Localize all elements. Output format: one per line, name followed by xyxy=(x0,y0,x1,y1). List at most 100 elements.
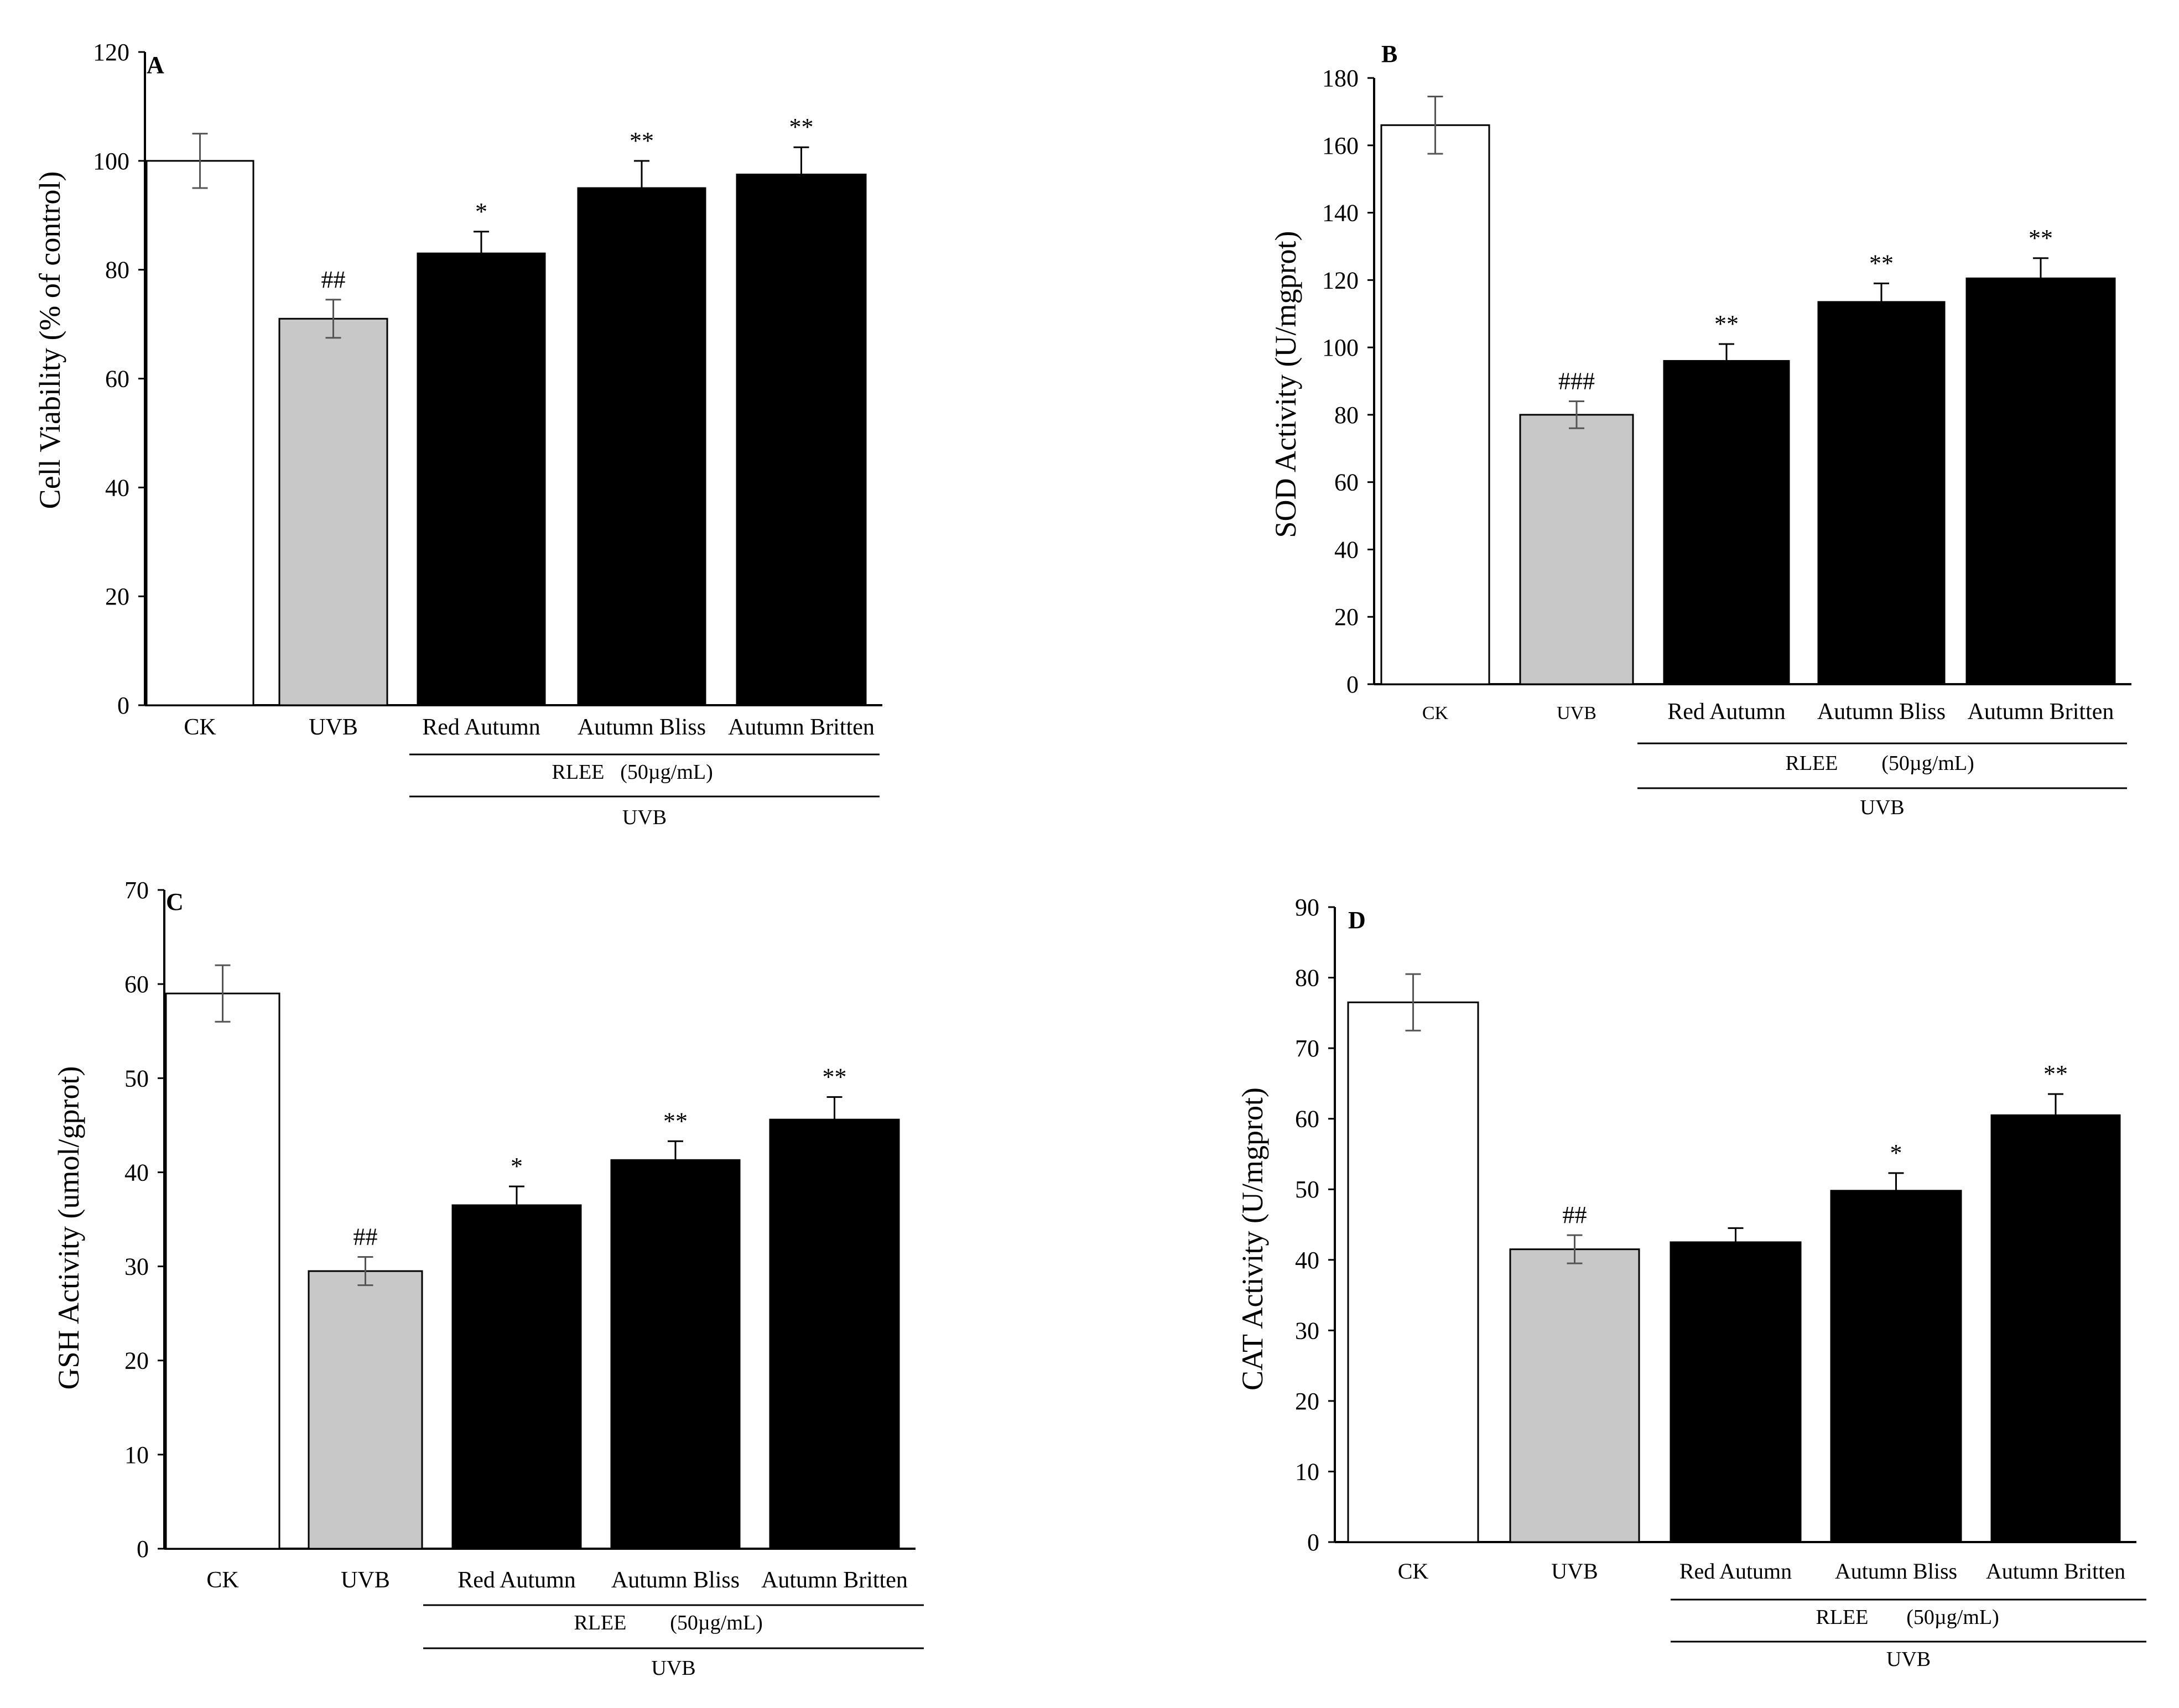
chart-panel-c: 0 10 20 30 40 50 60 70 CK ## UVB * Red Autumn ** Autum… xyxy=(52,877,924,1680)
y-tick-label: 120 xyxy=(93,39,129,66)
category-label: Autumn Britten xyxy=(728,715,875,740)
category-label: Autumn Britten xyxy=(761,1568,908,1593)
y-tick-label: 40 xyxy=(1334,536,1359,563)
group-label: RLEE xyxy=(1816,1606,1869,1629)
category-label: UVB xyxy=(1557,703,1596,723)
concentration-label: (50µg/mL) xyxy=(1906,1606,1999,1629)
significance-label: * xyxy=(511,1153,523,1180)
category-label: Autumn Britten xyxy=(1986,1559,2125,1584)
category-label: Autumn Bliss xyxy=(1835,1559,1957,1584)
y-tick-label: 140 xyxy=(1322,200,1359,227)
y-tick-label: 30 xyxy=(1295,1317,1319,1344)
panel-label: D xyxy=(1348,907,1366,934)
group-label: RLEE xyxy=(552,761,605,784)
bar-uvb xyxy=(308,1270,423,1550)
y-tick-label: 30 xyxy=(124,1253,149,1280)
bar-autumn-bliss xyxy=(1817,301,1946,685)
significance-label: ### xyxy=(1558,368,1595,395)
treatment-label: UVB xyxy=(1886,1648,1931,1671)
panel-label: A xyxy=(147,51,164,79)
category-label: UVB xyxy=(309,715,358,740)
significance-label: ## xyxy=(1563,1201,1587,1228)
y-axis-label: CAT Activity (U/mgprot) xyxy=(1236,1087,1269,1391)
y-tick-label: 20 xyxy=(1295,1388,1319,1415)
category-label: Autumn Bliss xyxy=(1817,699,1946,725)
y-tick-label: 40 xyxy=(124,1159,149,1186)
category-label: Autumn Britten xyxy=(1968,699,2114,725)
bar-uvb xyxy=(278,317,388,706)
category-label: UVB xyxy=(341,1568,390,1593)
y-axis-label: SOD Activity (U/mgprot) xyxy=(1269,231,1302,538)
treatment-label: UVB xyxy=(1860,796,1904,819)
y-tick-label: 10 xyxy=(1295,1458,1319,1485)
bar-autumn-britten xyxy=(769,1118,900,1550)
significance-label: ** xyxy=(789,113,814,140)
significance-label: ** xyxy=(1714,310,1739,337)
y-tick-label: 10 xyxy=(124,1441,149,1469)
y-tick-label: 20 xyxy=(1334,603,1359,631)
y-tick-label: 0 xyxy=(1346,671,1359,698)
y-tick-label: 180 xyxy=(1322,65,1359,92)
bar-red-autumn xyxy=(417,252,546,706)
concentration-label: (50µg/mL) xyxy=(620,761,713,784)
y-tick-label: 20 xyxy=(105,583,129,610)
y-axis-label: GSH Activity (umol/gprot) xyxy=(52,1066,85,1390)
concentration-label: (50µg/mL) xyxy=(670,1611,763,1634)
category-label: Red Autumn xyxy=(1679,1559,1792,1584)
category-label: CK xyxy=(1398,1559,1429,1584)
category-label: Autumn Bliss xyxy=(578,715,706,740)
bar-red-autumn xyxy=(1670,1241,1802,1543)
y-tick-label: 60 xyxy=(1334,469,1359,496)
category-label: CK xyxy=(1422,703,1449,723)
y-tick-label: 0 xyxy=(1307,1529,1319,1556)
y-tick-label: 80 xyxy=(1295,965,1319,992)
bar-autumn-britten xyxy=(736,173,867,706)
y-tick-label: 60 xyxy=(1295,1106,1319,1133)
bar-ck xyxy=(1347,1001,1479,1543)
bar-autumn-bliss xyxy=(610,1159,741,1550)
chart-panel-b: 0 20 40 60 80 100 120 140 160 180 CK ### UVB ** Red Au… xyxy=(1269,40,2131,819)
group-label: RLEE xyxy=(574,1611,627,1634)
significance-label: ** xyxy=(663,1107,688,1134)
category-label: Red Autumn xyxy=(1667,699,1786,725)
y-tick-label: 100 xyxy=(93,148,129,175)
panel-label: B xyxy=(1381,40,1397,67)
category-label: Red Autumn xyxy=(422,715,540,740)
y-tick-label: 90 xyxy=(1295,894,1319,921)
significance-label: ## xyxy=(321,266,346,293)
y-tick-label: 60 xyxy=(124,971,149,998)
chart-panel-d: 0 10 20 30 40 50 60 70 80 90 CK ## UVB Red Autumn * Aut… xyxy=(1236,894,2146,1671)
bar-autumn-britten xyxy=(1990,1114,2121,1543)
bar-ck xyxy=(1380,124,1490,685)
y-tick-label: 120 xyxy=(1322,267,1359,294)
significance-label: ** xyxy=(630,127,654,154)
y-tick-label: 70 xyxy=(1295,1035,1319,1062)
category-label: Autumn Bliss xyxy=(611,1568,740,1593)
bar-red-autumn xyxy=(451,1204,582,1550)
y-tick-label: 70 xyxy=(124,877,149,904)
bar-uvb xyxy=(1509,1248,1640,1543)
y-tick-label: 80 xyxy=(1334,402,1359,429)
y-axis-label: Cell Viability (% of control) xyxy=(33,171,66,509)
bar-autumn-britten xyxy=(1965,277,2116,685)
bar-autumn-bliss xyxy=(1830,1190,1962,1543)
significance-label: ** xyxy=(2043,1060,2068,1087)
y-tick-label: 40 xyxy=(105,474,129,501)
significance-label: ** xyxy=(1869,249,1894,277)
y-tick-label: 20 xyxy=(124,1347,149,1374)
bar-red-autumn xyxy=(1663,360,1790,685)
chart-panel-a: 0 20 40 60 80 100 120 CK ## UVB * Red Autumn ** Autum… xyxy=(33,39,882,829)
category-label: UVB xyxy=(1551,1559,1598,1584)
bar-ck xyxy=(165,992,280,1550)
significance-label: * xyxy=(1890,1139,1902,1167)
y-tick-label: 80 xyxy=(105,257,129,284)
category-label: CK xyxy=(206,1568,238,1593)
significance-label: ## xyxy=(353,1223,378,1251)
bar-ck xyxy=(145,160,254,706)
y-tick-label: 100 xyxy=(1322,334,1359,361)
concentration-label: (50µg/mL) xyxy=(1881,752,1974,775)
y-tick-label: 60 xyxy=(105,366,129,393)
y-tick-label: 50 xyxy=(1295,1176,1319,1203)
bar-autumn-bliss xyxy=(577,187,706,706)
